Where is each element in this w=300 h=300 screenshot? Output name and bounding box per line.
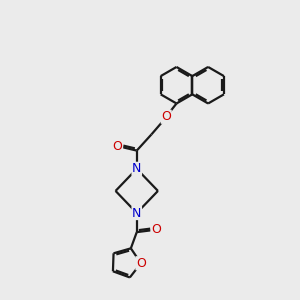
Text: O: O bbox=[151, 223, 161, 236]
Text: N: N bbox=[132, 162, 141, 175]
Text: O: O bbox=[161, 110, 171, 123]
Text: O: O bbox=[113, 140, 122, 153]
Text: O: O bbox=[136, 257, 146, 270]
Text: N: N bbox=[132, 206, 141, 220]
